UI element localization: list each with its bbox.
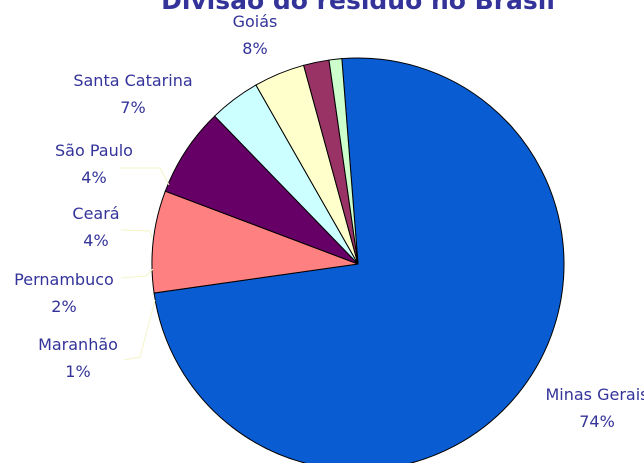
slice-labels: Minas Gerais 74% Goiás 8% Santa Catarina 7% Sã… — [14, 12, 644, 431]
leader-line-pernambuco — [120, 268, 154, 279]
leader-line-maranhao — [123, 299, 156, 361]
slice-label-minas-gerais: Minas Gerais 74% — [545, 385, 644, 431]
pie-slice-minas-gerais — [153, 57, 565, 463]
slice-label-maranhao: Maranhão 1% — [38, 335, 118, 381]
slice-label-santa-catarina: Santa Catarina 7% — [73, 71, 192, 117]
pie-slices — [151, 57, 565, 463]
slice-label-ceara: Ceará 4% — [72, 204, 119, 250]
slice-label-sao-paulo: São Paulo 4% — [55, 141, 133, 187]
leader-line-sao-paulo — [120, 167, 170, 186]
pie-slice-maranhao — [328, 58, 359, 265]
leader-line-ceara — [120, 229, 153, 239]
slice-label-pernambuco: Pernambuco 2% — [14, 270, 114, 316]
pie-slice-goias — [151, 190, 359, 294]
label-leader-lines — [120, 167, 170, 361]
chart-title: Divisão do resíduo no Brasil — [161, 0, 555, 15]
slice-label-goias: Goiás 8% — [233, 12, 278, 58]
